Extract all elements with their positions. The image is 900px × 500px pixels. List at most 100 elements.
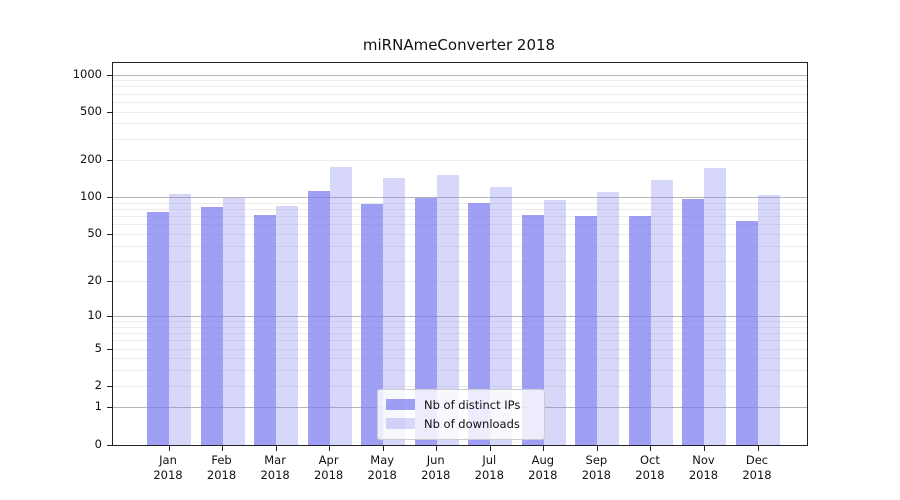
y-tick — [107, 197, 112, 199]
y-tick-label: 1 — [94, 399, 102, 414]
minor-gridline — [113, 260, 807, 262]
y-tick-label: 50 — [87, 225, 102, 240]
x-tick-label: Sep 2018 — [568, 453, 624, 483]
x-tick — [703, 446, 705, 451]
legend-swatch — [386, 399, 415, 410]
y-tick — [107, 348, 112, 350]
x-tick-label-year: 2018 — [421, 468, 451, 482]
legend-label: Nb of downloads — [424, 416, 520, 431]
x-tick-label: Jun 2018 — [408, 453, 464, 483]
x-tick-label: Oct 2018 — [622, 453, 678, 483]
x-tick — [489, 446, 491, 451]
x-tick-label-month: Apr — [318, 453, 339, 467]
x-tick-label-year: 2018 — [260, 468, 290, 482]
x-tick — [543, 446, 545, 451]
x-tick-label: Nov 2018 — [675, 453, 731, 483]
x-tick-label-month: Sep — [585, 453, 608, 467]
minor-gridline — [113, 86, 807, 88]
minor-gridline — [113, 93, 807, 95]
bar-nb-of-distinct-ips-nov — [682, 199, 705, 445]
x-tick-label: May 2018 — [354, 453, 410, 483]
minor-gridline — [113, 233, 807, 235]
bar-nb-of-downloads-jan — [169, 194, 191, 445]
y-tick — [107, 111, 112, 113]
bar-nb-of-downloads-feb — [222, 197, 245, 445]
y-tick — [107, 385, 112, 387]
x-tick-label-year: 2018 — [528, 468, 558, 482]
minor-gridline — [113, 80, 807, 82]
x-tick — [168, 446, 170, 451]
bar-nb-of-distinct-ips-apr — [307, 190, 330, 445]
bar-nb-of-downloads-may — [383, 178, 406, 445]
x-tick-label: Aug 2018 — [515, 453, 571, 483]
x-tick — [222, 446, 224, 451]
minor-gridline — [113, 321, 807, 323]
x-tick-label-month: Dec — [745, 453, 769, 467]
x-tick-label-month: May — [370, 453, 395, 467]
x-tick-label: Jan 2018 — [140, 453, 196, 483]
y-tick-label: 200 — [80, 152, 102, 167]
bar-nb-of-distinct-ips-dec — [736, 221, 758, 445]
bar-nb-of-distinct-ips-feb — [200, 207, 223, 445]
x-tick-label-year: 2018 — [153, 468, 183, 482]
y-tick-label: 5 — [94, 340, 102, 355]
bar-nb-of-distinct-ips-jun — [414, 197, 437, 445]
bar-nb-of-downloads-mar — [276, 205, 299, 445]
bar-nb-of-distinct-ips-oct — [628, 215, 651, 445]
minor-gridline — [113, 340, 807, 342]
bar-nb-of-downloads-jun — [436, 174, 459, 445]
x-tick-label-month: Jan — [159, 453, 177, 467]
bar-nb-of-distinct-ips-aug — [521, 214, 544, 445]
y-tick-label: 500 — [80, 103, 102, 118]
x-tick — [382, 446, 384, 451]
bar-nb-of-distinct-ips-jul — [468, 203, 491, 445]
minor-gridline — [113, 111, 807, 113]
x-tick-label-month: Jun — [426, 453, 445, 467]
minor-gridline — [113, 348, 807, 350]
x-tick-label-year: 2018 — [635, 468, 665, 482]
chart-title: miRNAmeConverter 2018 — [362, 36, 556, 54]
x-tick-label-year: 2018 — [688, 468, 719, 482]
minor-gridline — [113, 326, 807, 328]
y-tick-label: 100 — [80, 189, 102, 204]
bar-nb-of-distinct-ips-sep — [575, 215, 598, 445]
minor-gridline — [113, 281, 807, 283]
bar-nb-of-distinct-ips-may — [361, 204, 384, 445]
x-tick — [757, 446, 759, 451]
x-tick-label-year: 2018 — [206, 468, 237, 482]
x-tick-label-year: 2018 — [581, 468, 611, 482]
legend-swatch — [386, 418, 415, 429]
y-tick-label: 20 — [87, 273, 102, 288]
minor-gridline — [113, 216, 807, 218]
legend-row: Nb of distinct IPs — [386, 395, 534, 414]
bar-nb-of-downloads-jul — [490, 187, 513, 445]
x-tick-label-year: 2018 — [313, 468, 344, 482]
x-tick — [596, 446, 598, 451]
x-tick-label: Jul 2018 — [461, 453, 517, 483]
x-tick-label: Feb 2018 — [194, 453, 250, 483]
minor-gridline — [113, 224, 807, 226]
bar-nb-of-downloads-sep — [597, 192, 620, 445]
x-tick-label-year: 2018 — [367, 468, 397, 482]
minor-gridline — [113, 123, 807, 125]
minor-gridline — [113, 101, 807, 103]
bar-nb-of-distinct-ips-mar — [254, 214, 277, 445]
major-gridline — [113, 316, 807, 318]
x-tick-label: Mar 2018 — [247, 453, 303, 483]
x-tick-label-month: Jul — [482, 453, 497, 467]
y-tick — [107, 160, 112, 162]
bar-nb-of-downloads-aug — [543, 200, 566, 445]
major-gridline — [113, 74, 807, 76]
x-tick-label-year: 2018 — [742, 468, 772, 482]
x-tick-label-month: Aug — [531, 453, 555, 467]
x-tick-label-month: Oct — [639, 453, 660, 467]
minor-gridline — [113, 209, 807, 211]
x-tick — [275, 446, 277, 451]
bar-nb-of-downloads-oct — [650, 179, 673, 445]
bar-nb-of-downloads-nov — [704, 168, 727, 445]
legend-label: Nb of distinct IPs — [424, 397, 521, 412]
y-tick — [107, 316, 112, 318]
x-tick-label-month: Feb — [211, 453, 232, 467]
y-tick — [107, 74, 112, 76]
